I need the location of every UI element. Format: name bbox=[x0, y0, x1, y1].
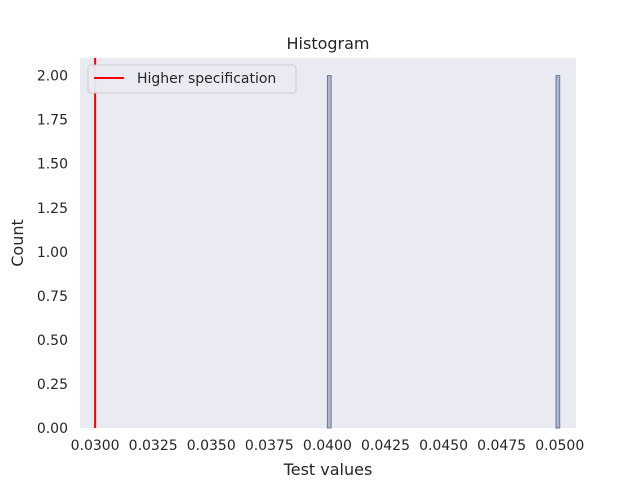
legend-box bbox=[87, 64, 297, 94]
x-tick-label: 0.0400 bbox=[303, 438, 352, 454]
y-tick-label: 1.75 bbox=[37, 113, 68, 129]
x-tick-label: 0.0425 bbox=[361, 438, 410, 454]
x-tick-label: 0.0325 bbox=[129, 438, 178, 454]
y-tick-label: 1.50 bbox=[37, 157, 68, 173]
x-tick-label: 0.0475 bbox=[477, 438, 526, 454]
histogram-bar-1 bbox=[555, 75, 561, 429]
y-axis-label: Count bbox=[8, 219, 27, 267]
y-tick-label: 0.00 bbox=[37, 421, 68, 437]
bars-layer bbox=[326, 75, 561, 429]
y-tick-label: 0.50 bbox=[37, 333, 68, 349]
x-tick-label: 0.0450 bbox=[419, 438, 468, 454]
x-tick-label: 0.0300 bbox=[71, 438, 120, 454]
y-tick-labels: 0.00 0.25 0.50 0.75 1.00 1.25 1.50 1.75 2.00 bbox=[37, 69, 68, 437]
y-tick-label: 1.00 bbox=[37, 245, 68, 261]
y-tick-label: 0.25 bbox=[37, 377, 68, 393]
chart-title: Histogram bbox=[287, 34, 370, 53]
x-tick-label: 0.0350 bbox=[187, 438, 236, 454]
x-axis-label: Test values bbox=[283, 460, 373, 479]
legend-entry-higher-specification: Higher specification bbox=[137, 71, 276, 87]
histogram-bar-0 bbox=[326, 75, 332, 429]
legend: Higher specification bbox=[87, 64, 297, 94]
y-tick-label: 1.25 bbox=[37, 201, 68, 217]
x-tick-labels: 0.0300 0.0325 0.0350 0.0375 0.0400 0.0425 0.04… bbox=[71, 438, 585, 454]
x-tick-label: 0.0500 bbox=[535, 438, 584, 454]
y-tick-label: 2.00 bbox=[37, 69, 68, 85]
y-tick-label: 0.75 bbox=[37, 289, 68, 305]
x-tick-label: 0.0375 bbox=[245, 438, 294, 454]
